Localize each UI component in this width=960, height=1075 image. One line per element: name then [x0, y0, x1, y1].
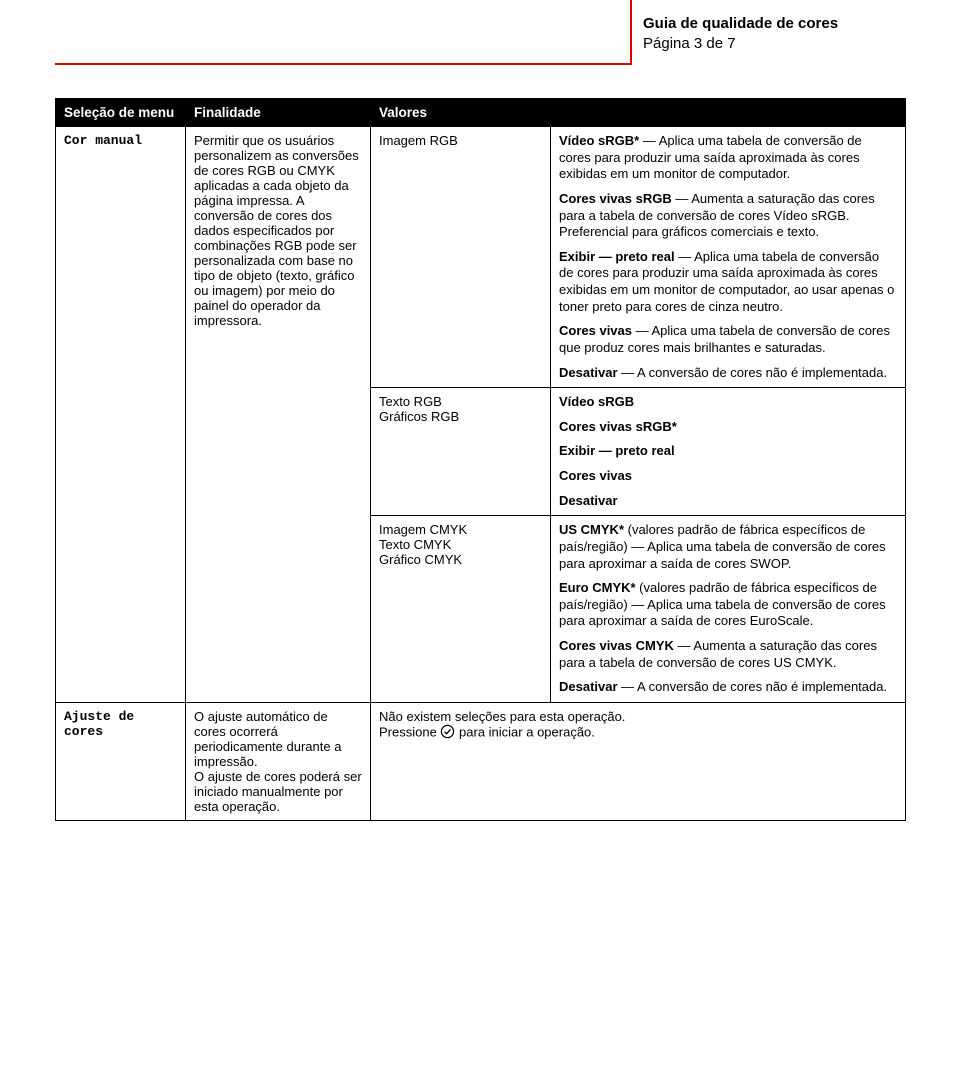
table-row: Cor manual Permitir que os usuários pers…: [56, 127, 906, 388]
page-number: Página 3 de 7: [643, 34, 838, 54]
purpose-cell: O ajuste automático de cores ocorrerá pe…: [186, 702, 371, 820]
def-item: Cores vivas CMYK — Aumenta a saturação d…: [559, 638, 897, 671]
value-defs: Não existem seleções para esta operação.…: [371, 702, 906, 820]
red-vertical-rule: [630, 0, 632, 65]
menu-cell: Ajuste de cores: [56, 702, 186, 820]
value-label: Texto RGB: [379, 394, 542, 409]
value-label-group: Texto RGB Gráficos RGB: [371, 388, 551, 516]
red-horizontal-rule: [55, 63, 630, 65]
def-item: Vídeo sRGB* — Aplica uma tabela de conve…: [559, 133, 897, 183]
menu-cell: Cor manual: [56, 127, 186, 703]
def-item: Exibir — preto real: [559, 443, 897, 460]
page-header: Guia de qualidade de cores Página 3 de 7: [643, 14, 838, 55]
def-item: Pressione para iniciar a operação.: [379, 724, 897, 742]
def-item: Cores vivas — Aplica uma tabela de conve…: [559, 323, 897, 356]
def-item: Exibir — preto real — Aplica uma tabela …: [559, 249, 897, 316]
menu-table: Seleção de menu Finalidade Valores Cor m…: [55, 98, 906, 821]
def-item: Euro CMYK* (valores padrão de fábrica es…: [559, 580, 897, 630]
value-label: Texto CMYK: [379, 537, 542, 552]
value-label: Imagem CMYK: [379, 522, 542, 537]
def-item: Cores vivas sRGB — Aumenta a saturação d…: [559, 191, 897, 241]
value-label: Gráfico CMYK: [379, 552, 542, 567]
table-row: Ajuste de cores O ajuste automático de c…: [56, 702, 906, 820]
def-item: Não existem seleções para esta operação.: [379, 709, 897, 724]
header-decoration: Guia de qualidade de cores Página 3 de 7: [55, 0, 905, 70]
check-circle-icon: [440, 724, 455, 742]
def-item: Cores vivas sRGB*: [559, 419, 897, 436]
purpose-text: O ajuste de cores poderá ser iniciado ma…: [194, 769, 362, 814]
table-header-row: Seleção de menu Finalidade Valores: [56, 99, 906, 127]
value-defs: Vídeo sRGB Cores vivas sRGB* Exibir — pr…: [551, 388, 906, 516]
value-defs: Vídeo sRGB* — Aplica uma tabela de conve…: [551, 127, 906, 388]
def-item: Cores vivas: [559, 468, 897, 485]
purpose-text: O ajuste automático de cores ocorrerá pe…: [194, 709, 362, 769]
col-header-menu: Seleção de menu: [56, 99, 186, 127]
col-header-purpose: Finalidade: [186, 99, 371, 127]
def-item: Desativar — A conversão de cores não é i…: [559, 679, 897, 696]
def-item: Vídeo sRGB: [559, 394, 897, 411]
value-label: Gráficos RGB: [379, 409, 542, 424]
def-item: Desativar — A conversão de cores não é i…: [559, 365, 897, 382]
doc-title: Guia de qualidade de cores: [643, 14, 838, 34]
value-label-group: Imagem CMYK Texto CMYK Gráfico CMYK: [371, 516, 551, 703]
def-item: US CMYK* (valores padrão de fábrica espe…: [559, 522, 897, 572]
value-label: Imagem RGB: [371, 127, 551, 388]
purpose-cell: Permitir que os usuários personalizem as…: [186, 127, 371, 703]
value-defs: US CMYK* (valores padrão de fábrica espe…: [551, 516, 906, 703]
def-item: Desativar: [559, 493, 897, 510]
col-header-values: Valores: [371, 99, 906, 127]
